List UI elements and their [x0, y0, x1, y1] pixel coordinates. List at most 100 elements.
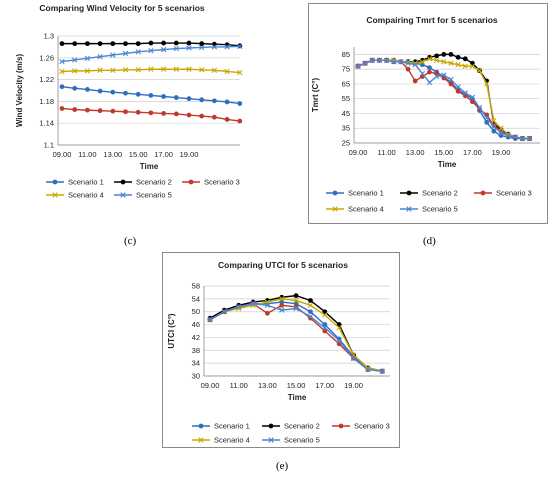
- data-point: [419, 70, 426, 77]
- data-point: [427, 69, 432, 75]
- legend-marker: [52, 179, 58, 185]
- y-tick-label: 38: [192, 346, 200, 355]
- y-tick-label: 42: [192, 333, 200, 342]
- data-point: [161, 110, 167, 116]
- data-point: [72, 68, 78, 74]
- data-point: [84, 55, 91, 62]
- data-point: [122, 50, 129, 57]
- data-point: [355, 63, 361, 69]
- data-point: [379, 368, 385, 374]
- data-point: [322, 322, 328, 327]
- legend-label: Scenario 2: [284, 422, 320, 431]
- data-point: [59, 41, 65, 47]
- data-point: [369, 57, 375, 63]
- legend-marker: [406, 206, 412, 212]
- legend: Scenario 1 Scenario 2 Scenario 3 Scenario 4…: [46, 178, 240, 200]
- series-scenario-5: [355, 57, 533, 142]
- data-point: [519, 135, 526, 142]
- data-point: [72, 57, 78, 63]
- data-point: [322, 312, 328, 318]
- data-point: [336, 325, 342, 331]
- legend-marker: [332, 206, 338, 212]
- chart-title: Comparing Wind Velocity for 5 scenarios: [39, 3, 205, 13]
- data-point: [476, 67, 483, 74]
- data-point: [59, 106, 65, 111]
- data-point: [484, 115, 490, 121]
- caption-c: (c): [124, 235, 137, 247]
- series-scenario-2: [355, 51, 532, 141]
- chart-utci: Comparing UTCI for 5 scenarios 30 34 38 42 46…: [167, 260, 390, 445]
- x-tick-label: 11.00: [377, 148, 395, 157]
- data-point: [207, 317, 213, 323]
- legend-marker: [338, 423, 344, 429]
- data-point: [97, 54, 103, 60]
- y-axis-title: Wind Velocity (m/s): [15, 54, 24, 128]
- data-point: [97, 67, 103, 74]
- legend: Scenario 1 Scenario 2 Scenario 3 Scenario 4…: [192, 422, 390, 445]
- data-point: [135, 49, 141, 55]
- data-point: [173, 40, 179, 46]
- y-tick-label: 65: [342, 79, 350, 88]
- series-scenario-1: [59, 84, 243, 106]
- x-axis-title: Time: [288, 393, 307, 402]
- series-scenario-4: [59, 66, 243, 76]
- series-line: [357, 59, 530, 140]
- y-tick-label: 1.1: [44, 141, 54, 150]
- data-point: [279, 296, 285, 302]
- x-tick-label: 17.00: [463, 148, 482, 157]
- x-tick-label: 19.00: [180, 150, 199, 159]
- caption-e: (e): [276, 460, 289, 472]
- legend-item: Scenario 5: [262, 436, 320, 445]
- data-point: [224, 44, 230, 50]
- legend-marker: [406, 190, 412, 196]
- legend-marker: [120, 179, 126, 185]
- y-tick-label: 85: [342, 50, 350, 59]
- data-point: [365, 366, 371, 373]
- legend-label: Scenario 4: [214, 436, 250, 445]
- series-scenario-3: [59, 106, 243, 124]
- y-tick-label: 55: [342, 94, 350, 103]
- data-point: [307, 302, 314, 308]
- data-point: [469, 94, 476, 100]
- x-axis-title: Time: [140, 162, 159, 171]
- legend-marker: [188, 179, 194, 185]
- chart-tmrt: Compairing Tmrt for 5 scenarios 25 35 45 55 6…: [311, 15, 540, 214]
- x-tick-label: 19.00: [344, 381, 363, 390]
- data-point: [85, 41, 90, 47]
- data-point: [427, 65, 432, 71]
- data-point: [398, 59, 404, 65]
- chart-panel-wind-velocity: Comparing Wind Velocity for 5 scenarios 1…: [0, 0, 244, 226]
- data-point: [211, 67, 218, 74]
- data-point: [455, 88, 461, 94]
- legend-label: Scenario 5: [136, 191, 172, 200]
- y-tick-label: 58: [192, 282, 200, 291]
- legend-marker: [198, 423, 204, 429]
- legend-item: Scenario 3: [332, 422, 390, 431]
- data-point: [455, 62, 461, 68]
- data-point: [462, 56, 468, 62]
- data-point: [110, 89, 116, 95]
- data-point: [237, 118, 243, 124]
- data-point: [224, 116, 230, 122]
- x-tick-label: 09.00: [201, 381, 220, 390]
- data-point: [412, 78, 418, 84]
- data-point: [85, 87, 90, 92]
- data-point: [122, 67, 129, 73]
- data-point: [224, 68, 230, 75]
- data-point: [307, 313, 314, 320]
- data-point: [236, 304, 242, 310]
- x-tick-label: 19.00: [492, 148, 511, 157]
- data-point: [199, 44, 205, 51]
- data-point: [491, 122, 497, 128]
- legend-marker: [268, 423, 274, 429]
- data-point: [148, 66, 154, 72]
- legend-item: Scenario 4: [46, 191, 104, 200]
- chart-frame: [162, 252, 400, 448]
- data-point: [72, 85, 78, 91]
- data-point: [441, 51, 447, 57]
- data-point: [123, 90, 128, 96]
- data-point: [491, 118, 497, 124]
- x-tick-label: 11.00: [78, 150, 96, 159]
- legend-label: Scenario 1: [68, 178, 104, 187]
- chart-panel-tmrt: Compairing Tmrt for 5 scenarios 25 35 45 55 6…: [308, 3, 548, 224]
